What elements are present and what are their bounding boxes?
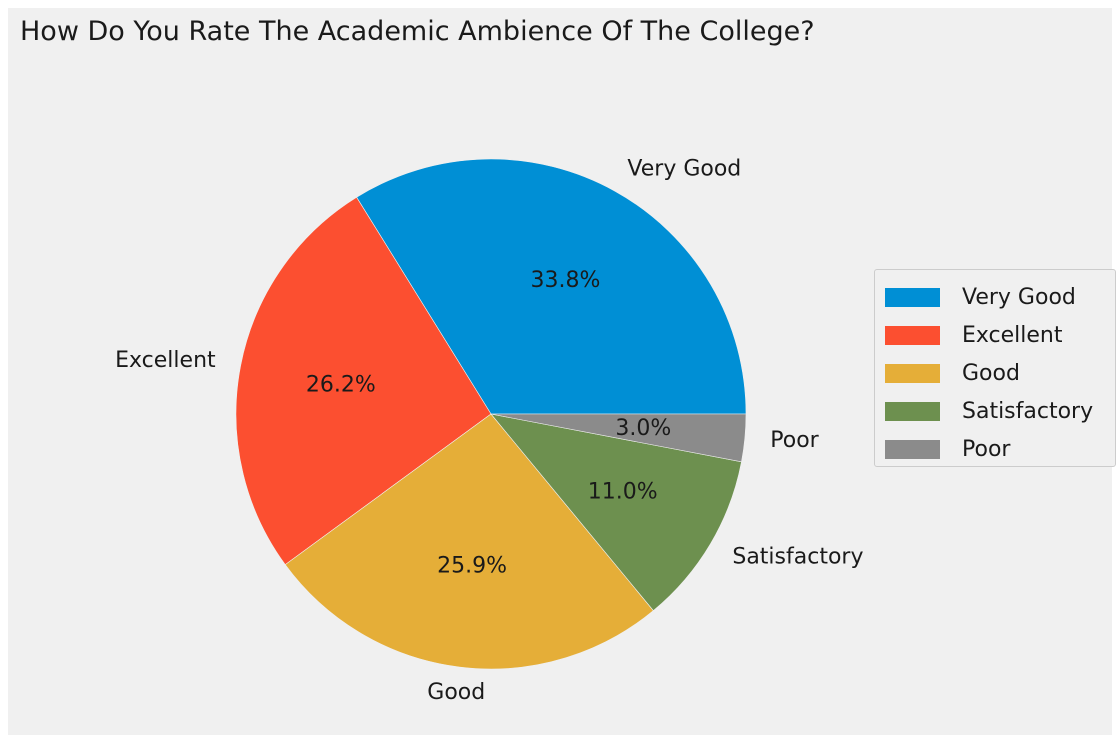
legend-item-poor: Poor — [885, 430, 1115, 468]
legend-swatch-excellent — [885, 325, 940, 345]
slice-label-poor: Poor — [770, 428, 819, 453]
legend-swatch-satisfactory — [885, 401, 940, 421]
legend-label-very-good: Very Good — [962, 284, 1076, 310]
slice-label-satisfactory: Satisfactory — [732, 544, 863, 569]
pie-slice-excellent — [235, 196, 492, 566]
legend-label-satisfactory: Satisfactory — [962, 398, 1094, 424]
pie-slice-poor — [490, 413, 747, 463]
chart-figure: How Do You Rate The Academic Ambience Of… — [8, 8, 1116, 735]
legend-label-poor: Poor — [962, 436, 1011, 462]
pct-label-poor: 3.0% — [615, 416, 671, 441]
legend-item-satisfactory: Satisfactory — [885, 392, 1115, 430]
pct-label-very-good: 33.8% — [530, 268, 600, 293]
pie-chart: 33.8% Very Good 26.2% Excellent 25.9% Good 11.… — [115, 156, 863, 705]
legend-item-very-good: Very Good — [885, 278, 1115, 316]
legend: Very Good Excellent Good Satisfactory Poor — [874, 269, 1116, 467]
pie-slice-good — [284, 413, 654, 670]
pct-label-good: 25.9% — [437, 553, 507, 578]
chart-title: How Do You Rate The Academic Ambience Of… — [20, 16, 815, 47]
slice-label-good: Good — [427, 680, 485, 705]
legend-swatch-poor — [885, 439, 940, 459]
legend-item-excellent: Excellent — [885, 316, 1115, 354]
pie-slice-satisfactory — [490, 413, 742, 612]
pct-label-satisfactory: 11.0% — [588, 479, 658, 504]
pct-label-excellent: 26.2% — [306, 372, 376, 397]
pie-slice-very-good — [356, 158, 747, 415]
slice-label-very-good: Very Good — [627, 156, 741, 181]
slice-label-excellent: Excellent — [115, 348, 216, 373]
legend-swatch-very-good — [885, 287, 940, 307]
legend-label-good: Good — [962, 360, 1020, 386]
legend-swatch-good — [885, 363, 940, 383]
legend-label-excellent: Excellent — [962, 322, 1063, 348]
legend-item-good: Good — [885, 354, 1115, 392]
